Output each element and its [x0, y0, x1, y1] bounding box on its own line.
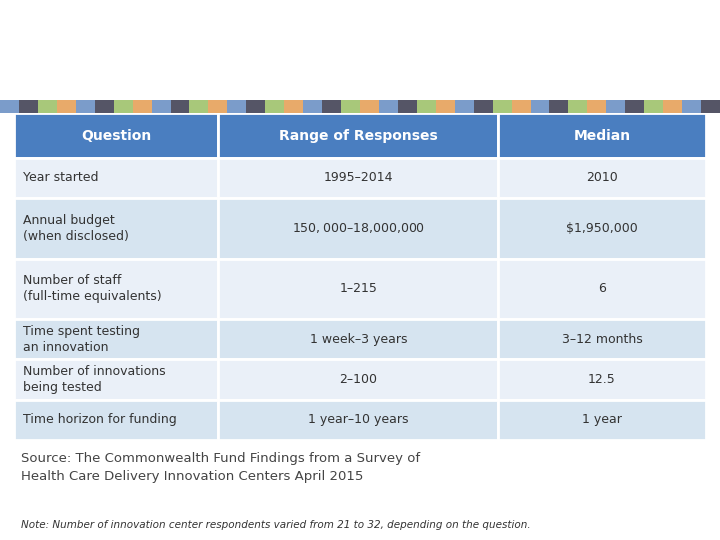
Bar — [663, 100, 682, 113]
Text: $150,000–$18,000,000: $150,000–$18,000,000 — [292, 221, 425, 235]
Text: 1 year–10 years: 1 year–10 years — [308, 414, 408, 427]
Text: 6: 6 — [598, 282, 606, 295]
Bar — [303, 100, 322, 113]
Bar — [218, 319, 498, 360]
Text: Time horizon for funding: Time horizon for funding — [23, 414, 176, 427]
Bar — [498, 259, 706, 319]
Bar — [57, 100, 76, 113]
Bar — [218, 259, 498, 319]
Text: Median: Median — [573, 129, 631, 143]
Bar — [208, 100, 228, 113]
Bar — [14, 319, 218, 360]
Text: Centers Overview: Centers Overview — [232, 69, 488, 95]
Text: Number of innovations
being tested: Number of innovations being tested — [23, 365, 166, 394]
Bar — [14, 158, 218, 198]
Bar — [568, 100, 588, 113]
Text: Question: Question — [81, 129, 151, 143]
Bar — [189, 100, 208, 113]
Text: $1,950,000: $1,950,000 — [566, 222, 638, 235]
Text: 1 week–3 years: 1 week–3 years — [310, 333, 407, 346]
Bar — [492, 100, 512, 113]
Bar — [14, 259, 218, 319]
Bar — [76, 100, 95, 113]
Text: 2010: 2010 — [586, 171, 618, 185]
Bar — [498, 319, 706, 360]
Text: Health Care Delivery Innovation: Health Care Delivery Innovation — [128, 32, 592, 58]
Text: Note: Number of innovation center respondents varied from 21 to 32, depending on: Note: Number of innovation center respon… — [22, 520, 531, 530]
Bar — [498, 158, 706, 198]
Bar — [341, 100, 360, 113]
Bar — [512, 100, 531, 113]
Bar — [218, 158, 498, 198]
Text: 1–215: 1–215 — [339, 282, 377, 295]
Bar — [218, 400, 498, 440]
Bar — [625, 100, 644, 113]
Bar — [228, 100, 246, 113]
Bar — [682, 100, 701, 113]
Bar — [379, 100, 398, 113]
Text: Number of staff
(full-time equivalents): Number of staff (full-time equivalents) — [23, 274, 161, 303]
Bar — [38, 100, 57, 113]
Bar — [398, 100, 417, 113]
Bar — [455, 100, 474, 113]
Bar — [498, 360, 706, 400]
Bar — [114, 100, 132, 113]
Text: 1 year: 1 year — [582, 414, 622, 427]
Bar — [531, 100, 549, 113]
Bar — [246, 100, 265, 113]
Text: Year started: Year started — [23, 171, 98, 185]
Bar — [498, 198, 706, 259]
Bar — [417, 100, 436, 113]
Bar — [284, 100, 303, 113]
Bar — [19, 100, 38, 113]
Text: Time spent testing
an innovation: Time spent testing an innovation — [23, 325, 140, 354]
Bar — [14, 113, 218, 158]
Bar — [588, 100, 606, 113]
Bar — [218, 360, 498, 400]
Bar — [14, 198, 218, 259]
Bar — [498, 400, 706, 440]
Bar — [171, 100, 189, 113]
Bar — [218, 113, 498, 158]
Bar — [474, 100, 492, 113]
Text: 1995–2014: 1995–2014 — [323, 171, 393, 185]
Text: Annual budget
(when disclosed): Annual budget (when disclosed) — [23, 214, 129, 243]
Text: Range of Responses: Range of Responses — [279, 129, 438, 143]
Text: 2–100: 2–100 — [339, 373, 377, 386]
Bar — [436, 100, 455, 113]
Bar — [644, 100, 663, 113]
Bar — [360, 100, 379, 113]
Bar — [0, 100, 19, 113]
Bar — [132, 100, 152, 113]
Bar — [322, 100, 341, 113]
Bar — [14, 360, 218, 400]
Text: Source: The Commonwealth Fund Findings from a Survey of
Health Care Delivery Inn: Source: The Commonwealth Fund Findings f… — [22, 452, 420, 483]
Bar — [498, 113, 706, 158]
Bar — [265, 100, 284, 113]
Text: 12.5: 12.5 — [588, 373, 616, 386]
Bar — [152, 100, 171, 113]
Text: 3–12 months: 3–12 months — [562, 333, 642, 346]
Bar — [606, 100, 625, 113]
Bar — [549, 100, 568, 113]
Bar — [95, 100, 114, 113]
Bar — [218, 198, 498, 259]
Bar — [14, 400, 218, 440]
Bar — [701, 100, 720, 113]
